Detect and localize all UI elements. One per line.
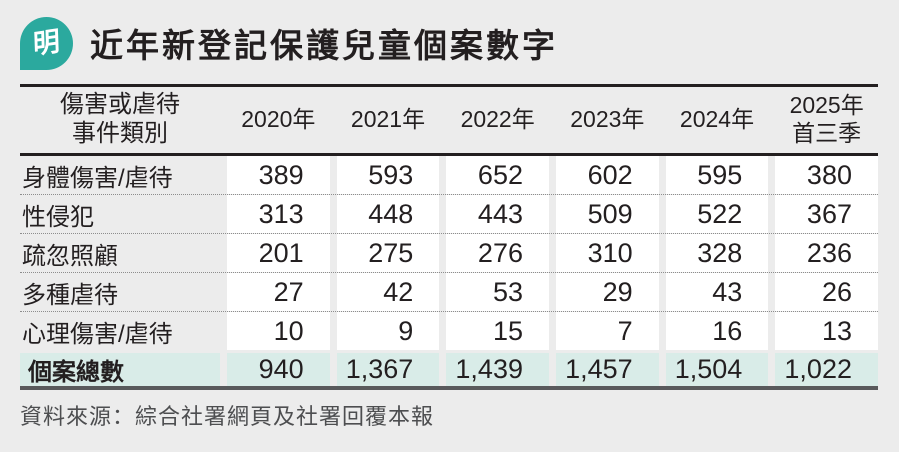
table-top-rule (20, 84, 878, 87)
infographic-page: 明 近年新登記保護兒童個案數字 傷害或虐待 事件類別 2020年 2021年 2… (20, 14, 878, 429)
table-cell-total: 1,504 (665, 353, 769, 386)
table-cell: 26 (775, 273, 878, 311)
table-cell: 42 (336, 273, 440, 311)
column-header-year-2022: 2022年 (460, 106, 535, 133)
table-cell: 9 (336, 312, 440, 350)
table-cell-total: 1,022 (775, 353, 878, 386)
table-cell: 522 (665, 195, 769, 233)
row-separator (20, 233, 878, 234)
table-cell: 16 (665, 312, 769, 350)
logo-character: 明 (32, 25, 61, 60)
table-header-rule (20, 153, 878, 156)
table-cell-total: 1,367 (336, 353, 440, 386)
column-header-year-2021: 2021年 (350, 106, 426, 133)
table-cell: 10 (227, 312, 330, 350)
table-cell: 43 (665, 273, 769, 311)
header-bar: 明 近年新登記保護兒童個案數字 (20, 14, 878, 72)
table-cell: 380 (775, 156, 878, 194)
table-cell-total: 1,439 (446, 353, 549, 386)
column-header-year-2025: 2025年 首三季 (789, 92, 864, 146)
table-cell: 13 (775, 312, 878, 350)
row-label: 性侵犯 (22, 203, 94, 231)
data-table: 傷害或虐待 事件類別 2020年 2021年 2022年 2023年 2024年… (20, 84, 878, 390)
table-cell: 443 (446, 195, 549, 233)
column-header-year-2020: 2020年 (241, 106, 316, 133)
table-cell: 313 (227, 195, 330, 233)
table-cell: 389 (227, 156, 330, 194)
table-cell: 652 (446, 156, 549, 194)
table-cell: 310 (555, 234, 659, 272)
table-cell: 27 (227, 273, 330, 311)
column-header-category: 傷害或虐待 事件類別 (60, 91, 180, 147)
row-separator (20, 272, 878, 273)
table-cell: 53 (446, 273, 549, 311)
total-row-label: 個案總數 (20, 353, 220, 386)
row-separator (20, 311, 878, 312)
table-cell: 236 (775, 234, 878, 272)
row-label: 身體傷害/虐待 (22, 164, 173, 192)
source-line: 資料來源：綜合社署網頁及社署回覆本報 (20, 404, 435, 429)
row-label: 疏忽照顧 (22, 242, 118, 270)
table-cell: 367 (775, 195, 878, 233)
table-cell: 275 (336, 234, 440, 272)
column-header-year-2023: 2023年 (570, 106, 645, 133)
row-label: 心理傷害/虐待 (22, 320, 173, 348)
table-cell: 593 (336, 156, 440, 194)
page-title: 近年新登記保護兒童個案數字 (90, 27, 558, 64)
column-header-year-2024: 2024年 (679, 106, 755, 133)
table-bottom-rule (20, 386, 878, 390)
table-cell: 7 (555, 312, 659, 350)
row-label: 多種虐待 (22, 281, 118, 309)
table-cell: 509 (555, 195, 659, 233)
table-cell: 328 (665, 234, 769, 272)
table-cell: 15 (446, 312, 549, 350)
table-cell: 201 (227, 234, 330, 272)
row-separator (20, 194, 878, 195)
table-cell: 448 (336, 195, 440, 233)
mingpao-logo-icon: 明 (20, 16, 73, 70)
table-cell-total: 1,457 (555, 353, 659, 386)
table-cell: 276 (446, 234, 549, 272)
table-cell: 29 (555, 273, 659, 311)
table-cell-total: 940 (227, 353, 330, 386)
table-cell: 595 (665, 156, 769, 194)
table-cell: 602 (555, 156, 659, 194)
